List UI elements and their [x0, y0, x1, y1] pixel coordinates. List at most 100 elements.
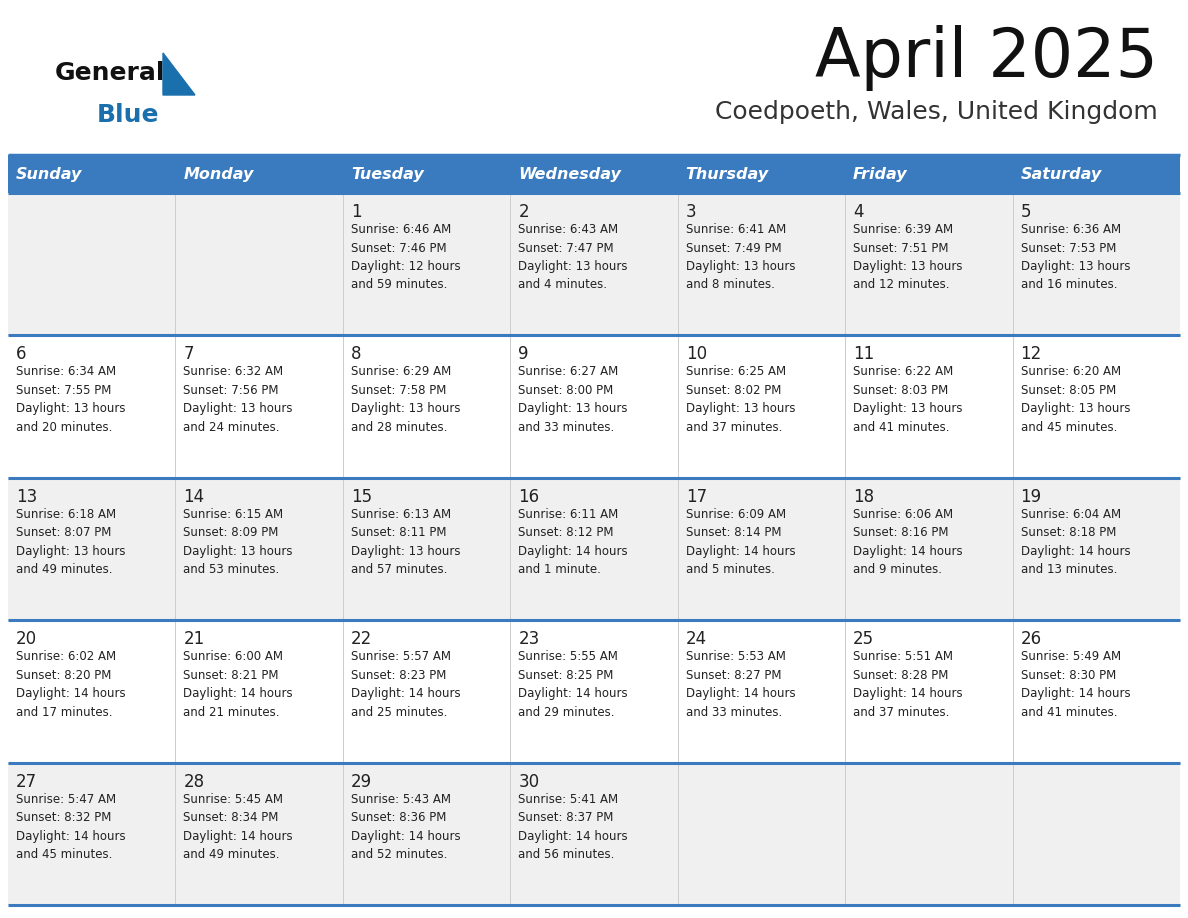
Text: 15: 15: [350, 487, 372, 506]
Bar: [176, 477, 343, 621]
Text: 11: 11: [853, 345, 874, 364]
Text: 30: 30: [518, 773, 539, 790]
Bar: [511, 335, 677, 477]
Text: Blue: Blue: [97, 103, 159, 127]
Bar: [343, 335, 511, 477]
Text: Sunrise: 6:11 AM
Sunset: 8:12 PM
Daylight: 14 hours
and 1 minute.: Sunrise: 6:11 AM Sunset: 8:12 PM Dayligh…: [518, 508, 628, 577]
Bar: [677, 477, 845, 621]
Text: 13: 13: [15, 487, 37, 506]
Bar: [511, 155, 677, 193]
Text: 9: 9: [518, 345, 529, 364]
Bar: [845, 335, 1012, 477]
Text: 22: 22: [350, 630, 372, 648]
Text: 29: 29: [350, 773, 372, 790]
Bar: [677, 155, 845, 193]
Text: Sunrise: 6:04 AM
Sunset: 8:18 PM
Daylight: 14 hours
and 13 minutes.: Sunrise: 6:04 AM Sunset: 8:18 PM Dayligh…: [1020, 508, 1130, 577]
Bar: [1012, 193, 1180, 335]
Text: 24: 24: [685, 630, 707, 648]
Text: 26: 26: [1020, 630, 1042, 648]
Text: 5: 5: [1020, 203, 1031, 221]
Bar: [8, 193, 176, 335]
Bar: [8, 477, 176, 621]
Text: 27: 27: [15, 773, 37, 790]
Bar: [343, 763, 511, 905]
Text: 25: 25: [853, 630, 874, 648]
Text: 18: 18: [853, 487, 874, 506]
Bar: [677, 763, 845, 905]
Bar: [677, 335, 845, 477]
Bar: [8, 621, 176, 763]
Text: Sunday: Sunday: [15, 166, 82, 182]
Text: Sunrise: 5:51 AM
Sunset: 8:28 PM
Daylight: 14 hours
and 37 minutes.: Sunrise: 5:51 AM Sunset: 8:28 PM Dayligh…: [853, 650, 962, 719]
Bar: [176, 335, 343, 477]
Text: Sunrise: 5:55 AM
Sunset: 8:25 PM
Daylight: 14 hours
and 29 minutes.: Sunrise: 5:55 AM Sunset: 8:25 PM Dayligh…: [518, 650, 628, 719]
Text: Sunrise: 6:25 AM
Sunset: 8:02 PM
Daylight: 13 hours
and 37 minutes.: Sunrise: 6:25 AM Sunset: 8:02 PM Dayligh…: [685, 365, 795, 434]
Text: Sunrise: 5:45 AM
Sunset: 8:34 PM
Daylight: 14 hours
and 49 minutes.: Sunrise: 5:45 AM Sunset: 8:34 PM Dayligh…: [183, 792, 293, 861]
Bar: [1012, 335, 1180, 477]
Text: Sunrise: 6:34 AM
Sunset: 7:55 PM
Daylight: 13 hours
and 20 minutes.: Sunrise: 6:34 AM Sunset: 7:55 PM Dayligh…: [15, 365, 126, 434]
Text: Sunrise: 5:41 AM
Sunset: 8:37 PM
Daylight: 14 hours
and 56 minutes.: Sunrise: 5:41 AM Sunset: 8:37 PM Dayligh…: [518, 792, 628, 861]
Text: Thursday: Thursday: [685, 166, 769, 182]
Text: Monday: Monday: [183, 166, 254, 182]
Text: 16: 16: [518, 487, 539, 506]
Text: 19: 19: [1020, 487, 1042, 506]
Bar: [176, 193, 343, 335]
Bar: [8, 155, 176, 193]
Text: 14: 14: [183, 487, 204, 506]
Text: 20: 20: [15, 630, 37, 648]
Bar: [343, 155, 511, 193]
Bar: [8, 335, 176, 477]
Bar: [677, 193, 845, 335]
Text: Sunrise: 6:29 AM
Sunset: 7:58 PM
Daylight: 13 hours
and 28 minutes.: Sunrise: 6:29 AM Sunset: 7:58 PM Dayligh…: [350, 365, 461, 434]
Text: 23: 23: [518, 630, 539, 648]
Text: Sunrise: 6:27 AM
Sunset: 8:00 PM
Daylight: 13 hours
and 33 minutes.: Sunrise: 6:27 AM Sunset: 8:00 PM Dayligh…: [518, 365, 627, 434]
Text: Sunrise: 6:22 AM
Sunset: 8:03 PM
Daylight: 13 hours
and 41 minutes.: Sunrise: 6:22 AM Sunset: 8:03 PM Dayligh…: [853, 365, 962, 434]
Text: Sunrise: 6:09 AM
Sunset: 8:14 PM
Daylight: 14 hours
and 5 minutes.: Sunrise: 6:09 AM Sunset: 8:14 PM Dayligh…: [685, 508, 795, 577]
Text: 21: 21: [183, 630, 204, 648]
Text: Sunrise: 5:43 AM
Sunset: 8:36 PM
Daylight: 14 hours
and 52 minutes.: Sunrise: 5:43 AM Sunset: 8:36 PM Dayligh…: [350, 792, 461, 861]
Text: Sunrise: 6:15 AM
Sunset: 8:09 PM
Daylight: 13 hours
and 53 minutes.: Sunrise: 6:15 AM Sunset: 8:09 PM Dayligh…: [183, 508, 293, 577]
Bar: [511, 193, 677, 335]
Text: Sunrise: 6:18 AM
Sunset: 8:07 PM
Daylight: 13 hours
and 49 minutes.: Sunrise: 6:18 AM Sunset: 8:07 PM Dayligh…: [15, 508, 126, 577]
Text: April 2025: April 2025: [815, 25, 1158, 91]
Bar: [1012, 763, 1180, 905]
Bar: [511, 477, 677, 621]
Bar: [176, 155, 343, 193]
Bar: [845, 155, 1012, 193]
Bar: [343, 193, 511, 335]
Bar: [845, 763, 1012, 905]
Text: 8: 8: [350, 345, 361, 364]
Text: Sunrise: 6:20 AM
Sunset: 8:05 PM
Daylight: 13 hours
and 45 minutes.: Sunrise: 6:20 AM Sunset: 8:05 PM Dayligh…: [1020, 365, 1130, 434]
Bar: [845, 621, 1012, 763]
Text: 12: 12: [1020, 345, 1042, 364]
Bar: [845, 477, 1012, 621]
Text: Sunrise: 6:43 AM
Sunset: 7:47 PM
Daylight: 13 hours
and 4 minutes.: Sunrise: 6:43 AM Sunset: 7:47 PM Dayligh…: [518, 223, 627, 292]
Text: Sunrise: 6:36 AM
Sunset: 7:53 PM
Daylight: 13 hours
and 16 minutes.: Sunrise: 6:36 AM Sunset: 7:53 PM Dayligh…: [1020, 223, 1130, 292]
Text: 28: 28: [183, 773, 204, 790]
Text: Sunrise: 5:57 AM
Sunset: 8:23 PM
Daylight: 14 hours
and 25 minutes.: Sunrise: 5:57 AM Sunset: 8:23 PM Dayligh…: [350, 650, 461, 719]
Text: Sunrise: 6:32 AM
Sunset: 7:56 PM
Daylight: 13 hours
and 24 minutes.: Sunrise: 6:32 AM Sunset: 7:56 PM Dayligh…: [183, 365, 293, 434]
Text: 3: 3: [685, 203, 696, 221]
Text: 7: 7: [183, 345, 194, 364]
Text: 6: 6: [15, 345, 26, 364]
Text: 10: 10: [685, 345, 707, 364]
Bar: [1012, 621, 1180, 763]
Text: Friday: Friday: [853, 166, 908, 182]
Text: Sunrise: 6:39 AM
Sunset: 7:51 PM
Daylight: 13 hours
and 12 minutes.: Sunrise: 6:39 AM Sunset: 7:51 PM Dayligh…: [853, 223, 962, 292]
Text: 1: 1: [350, 203, 361, 221]
Bar: [1012, 477, 1180, 621]
Bar: [343, 477, 511, 621]
Text: Sunrise: 5:53 AM
Sunset: 8:27 PM
Daylight: 14 hours
and 33 minutes.: Sunrise: 5:53 AM Sunset: 8:27 PM Dayligh…: [685, 650, 795, 719]
Bar: [677, 621, 845, 763]
Bar: [176, 621, 343, 763]
Polygon shape: [163, 53, 195, 95]
Text: Sunrise: 6:41 AM
Sunset: 7:49 PM
Daylight: 13 hours
and 8 minutes.: Sunrise: 6:41 AM Sunset: 7:49 PM Dayligh…: [685, 223, 795, 292]
Text: General: General: [55, 61, 165, 85]
Text: 2: 2: [518, 203, 529, 221]
Bar: [511, 621, 677, 763]
Text: Wednesday: Wednesday: [518, 166, 621, 182]
Bar: [8, 763, 176, 905]
Bar: [176, 763, 343, 905]
Text: Saturday: Saturday: [1020, 166, 1101, 182]
Text: 17: 17: [685, 487, 707, 506]
